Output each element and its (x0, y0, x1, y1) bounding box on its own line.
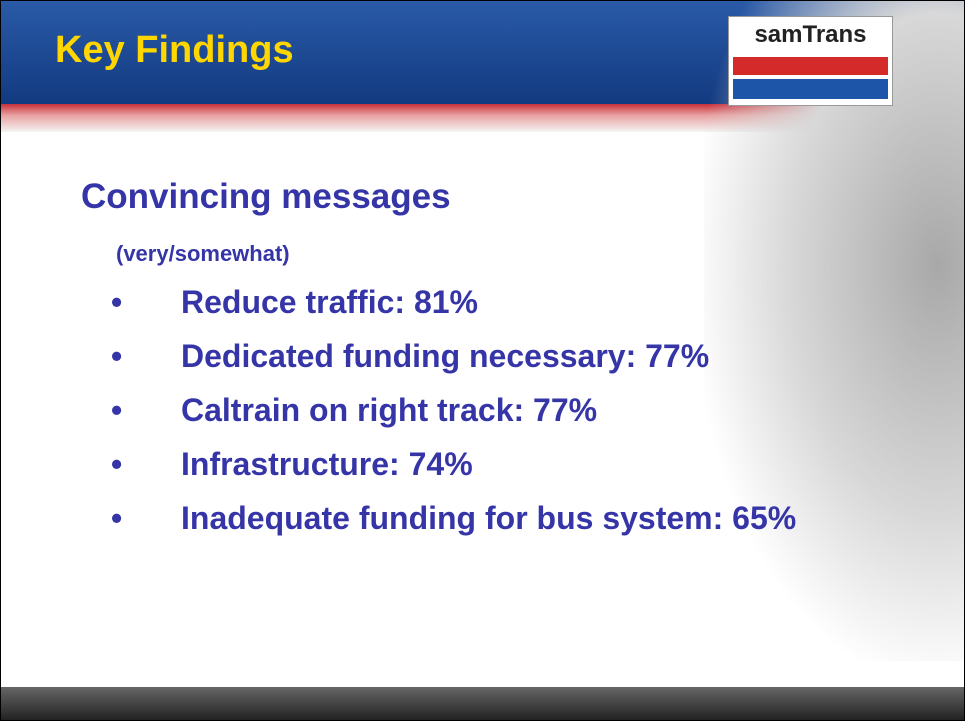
footer-band (1, 687, 964, 720)
bullet: Infrastructure: 74% (111, 446, 796, 500)
bullet: Reduce traffic: 81% (111, 284, 796, 338)
bullet: Caltrain on right track: 77% (111, 392, 796, 446)
heading: Convincing messages (81, 177, 451, 216)
logo-text: samTrans (754, 21, 867, 48)
bullet: Inadequate funding for bus system: 65% (111, 500, 796, 554)
note: (very/somewhat) (116, 241, 290, 266)
logo: samTrans (728, 16, 893, 106)
bullet: Dedicated funding necessary: 77% (111, 338, 796, 392)
bullet-list: Reduce traffic: 81%Dedicated funding nec… (111, 284, 796, 554)
slide-title: Key Findings (55, 29, 294, 71)
